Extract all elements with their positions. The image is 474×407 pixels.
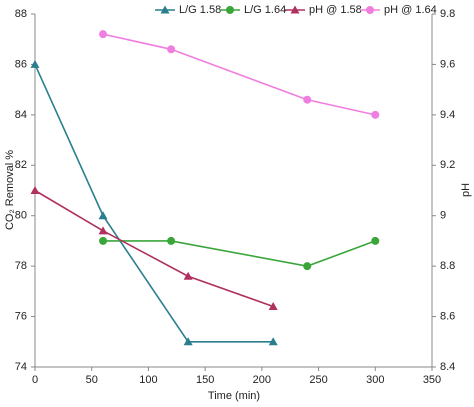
marker	[371, 236, 380, 245]
legend-label: pH @ 1.58	[309, 4, 362, 16]
x-tick-label: 250	[309, 374, 327, 386]
marker	[167, 236, 176, 245]
y2-tick-label: 9	[440, 210, 446, 222]
marker	[226, 6, 234, 14]
series-line	[103, 240, 376, 267]
y-tick-label: 84	[15, 109, 27, 121]
legend-label: pH @ 1.64	[384, 4, 437, 16]
legend-label: L/G 1.58	[179, 4, 221, 16]
y-tick-label: 74	[15, 361, 27, 373]
y2-tick-label: 9.6	[440, 58, 455, 70]
marker	[303, 262, 312, 271]
y-tick-label: 86	[15, 58, 27, 70]
x-tick-label: 300	[366, 374, 384, 386]
y-tick-label: 78	[15, 260, 27, 272]
marker	[30, 186, 40, 194]
x-tick-label: 0	[32, 374, 38, 386]
marker	[160, 5, 170, 14]
marker	[98, 226, 108, 235]
y2-tick-label: 8.6	[440, 310, 455, 322]
marker	[268, 301, 278, 310]
marker	[183, 337, 193, 346]
marker	[98, 211, 108, 220]
x-tick-label: 100	[139, 374, 157, 386]
series-line	[34, 189, 274, 308]
y2-tick-label: 9.4	[440, 109, 455, 121]
x-tick-label: 350	[423, 374, 441, 386]
y-tick-label: 88	[15, 8, 27, 20]
y-tick-label: 80	[15, 210, 27, 222]
marker	[167, 45, 176, 54]
marker	[371, 110, 380, 119]
marker	[303, 95, 312, 104]
marker	[290, 5, 300, 14]
x-tick-label: 50	[86, 374, 98, 386]
y-tick-label: 76	[15, 310, 27, 322]
y-tick-label: 82	[15, 159, 27, 171]
marker	[366, 6, 374, 14]
x-tick-label: 150	[196, 374, 214, 386]
series-line	[34, 64, 274, 343]
y-axis-label: CO₂ Removal %	[4, 150, 16, 230]
series-line	[102, 33, 376, 116]
marker	[99, 30, 108, 39]
y2-tick-label: 9.8	[440, 8, 455, 20]
y2-tick-label: 8.4	[440, 361, 455, 373]
marker	[30, 59, 40, 68]
marker	[268, 337, 278, 346]
marker	[99, 236, 108, 245]
marker	[183, 271, 193, 280]
y2-axis-label: pH	[460, 183, 472, 197]
legend-label: L/G 1.64	[244, 4, 286, 16]
x-tick-label: 200	[253, 374, 271, 386]
y2-tick-label: 9.2	[440, 159, 455, 171]
y2-tick-label: 8.8	[440, 260, 455, 272]
x-axis-label: Time (min)	[208, 390, 260, 402]
